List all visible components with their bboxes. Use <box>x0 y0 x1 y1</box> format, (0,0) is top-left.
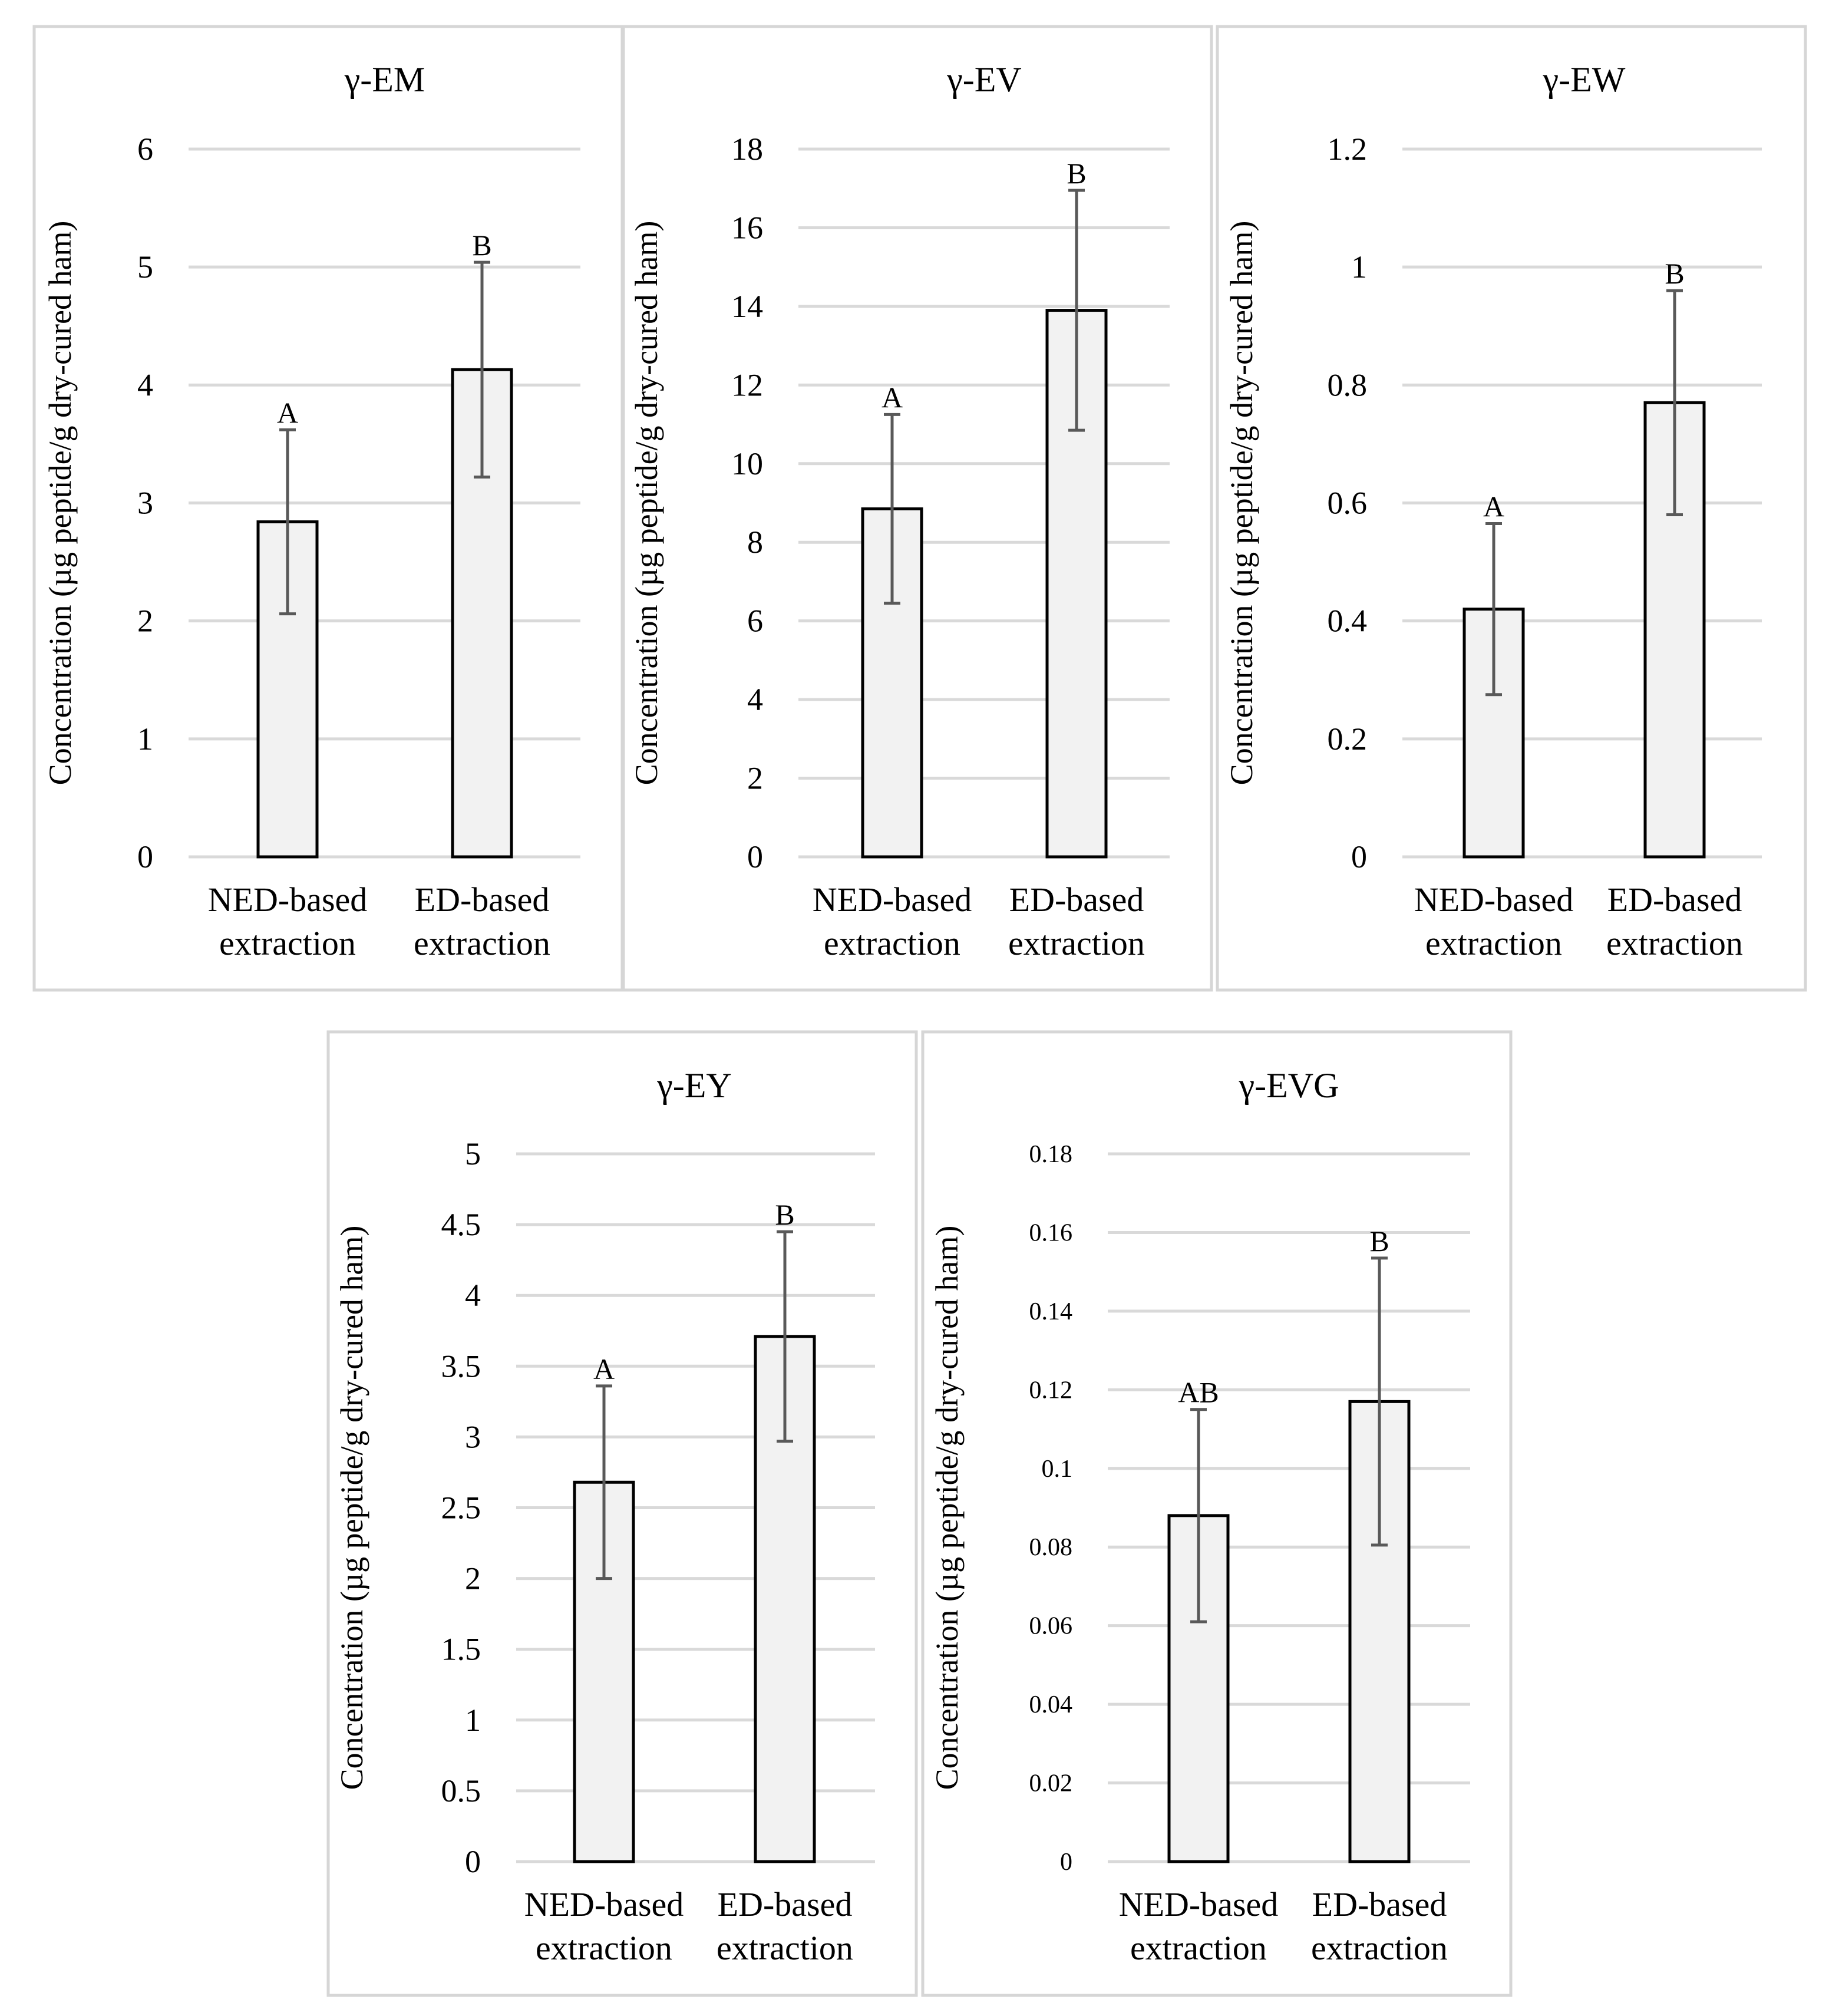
y-tick-label: 5 <box>465 1136 481 1172</box>
significance-letter: B <box>472 229 491 262</box>
y-tick-label: 1 <box>465 1702 481 1738</box>
chart-title: γ-EY <box>656 1066 731 1105</box>
significance-letter: B <box>775 1198 794 1231</box>
y-axis-label: Concentration (µg peptide/g dry-cured ha… <box>334 1226 369 1790</box>
chart-title: γ-EVG <box>1239 1066 1339 1105</box>
y-tick-label: 0.18 <box>1029 1141 1073 1168</box>
significance-letter: B <box>1369 1225 1389 1258</box>
y-tick-label: 16 <box>731 210 763 245</box>
significance-letter: B <box>1067 157 1086 190</box>
y-tick-label: 0.5 <box>441 1773 481 1809</box>
y-axis-label: Concentration (µg peptide/g dry-cured ha… <box>42 221 78 786</box>
chart-title: γ-EW <box>1543 60 1626 99</box>
y-tick-label: 4 <box>137 367 153 402</box>
y-tick-label: 2.5 <box>441 1490 481 1526</box>
significance-letter: A <box>277 396 298 429</box>
y-tick-label: 0.16 <box>1029 1219 1073 1246</box>
y-tick-label: 10 <box>731 446 763 481</box>
x-category-label: NED-based <box>1414 880 1574 919</box>
y-tick-label: 6 <box>137 131 153 167</box>
significance-letter: B <box>1665 257 1684 290</box>
significance-letter: A <box>882 381 903 414</box>
y-tick-label: 3 <box>137 486 153 521</box>
y-tick-label: 0.1 <box>1042 1456 1073 1483</box>
y-tick-label: 0.08 <box>1029 1534 1073 1561</box>
x-category-label: extraction <box>1425 924 1562 962</box>
y-tick-label: 1.2 <box>1328 131 1368 167</box>
y-tick-label: 0.14 <box>1029 1298 1073 1325</box>
y-tick-label: 1 <box>1351 249 1367 285</box>
y-tick-label: 18 <box>731 131 763 167</box>
significance-letter: AB <box>1178 1376 1219 1409</box>
y-tick-label: 8 <box>747 524 763 560</box>
y-tick-label: 12 <box>731 367 763 402</box>
y-tick-label: 4 <box>465 1278 481 1313</box>
panel-frame <box>32 25 624 992</box>
y-tick-label: 0.12 <box>1029 1377 1073 1404</box>
x-category-label: ED-based <box>1312 1885 1447 1923</box>
y-tick-label: 4.5 <box>441 1207 481 1242</box>
chart-title: γ-EM <box>344 60 425 99</box>
x-category-label: NED-based <box>1119 1885 1279 1923</box>
x-category-label: extraction <box>824 924 960 962</box>
y-tick-label: 0.2 <box>1328 721 1368 757</box>
y-tick-label: 14 <box>731 289 763 324</box>
y-tick-label: 3.5 <box>441 1348 481 1384</box>
y-tick-label: 0 <box>747 839 763 875</box>
y-axis-label: Concentration (µg peptide/g dry-cured ha… <box>929 1226 965 1790</box>
x-category-label: NED-based <box>524 1885 684 1923</box>
y-tick-label: 0.4 <box>1328 603 1368 639</box>
y-tick-label: 0 <box>465 1844 481 1879</box>
y-tick-label: 5 <box>137 249 153 285</box>
x-category-label: extraction <box>1311 1929 1448 1967</box>
x-category-label: extraction <box>1606 924 1743 962</box>
x-category-label: extraction <box>1130 1929 1267 1967</box>
bar-ed <box>1643 401 1706 859</box>
y-axis-label: Concentration (µg peptide/g dry-cured ha… <box>629 221 664 786</box>
y-tick-label: 0 <box>137 839 153 875</box>
chart-panel-2: γ-EV 0 2 4 6 8 10 12 14 16 18 Concentration (µg pep… <box>622 25 1213 992</box>
y-tick-label: 2 <box>747 761 763 796</box>
x-category-label: ED-based <box>415 880 550 919</box>
y-tick-label: 2 <box>465 1561 481 1596</box>
x-category-label: extraction <box>717 1929 853 1967</box>
x-category-label: ED-based <box>1009 880 1144 919</box>
x-category-label: extraction <box>414 924 550 962</box>
x-category-label: ED-based <box>718 1885 853 1923</box>
x-category-label: ED-based <box>1607 880 1742 919</box>
y-tick-label: 0.8 <box>1328 367 1368 402</box>
chart-panel-5: γ-EVG 0 0.02 0.04 0.06 0.08 0.1 0.12 0.14 0.16 0.1… <box>921 1030 1513 1997</box>
y-tick-label: 1 <box>137 721 153 757</box>
chart-panel-4: γ-EY 0 0.5 1 1.5 2 2.5 3 3.5 4 4.5 5 Concentration (… <box>326 1030 918 1997</box>
y-tick-label: 4 <box>747 682 763 717</box>
x-category-label: extraction <box>536 1929 672 1967</box>
y-tick-label: 0 <box>1351 839 1367 875</box>
y-tick-label: 0.6 <box>1328 486 1368 521</box>
chart-panel-1: γ-EM 0 1 2 3 4 5 6 Concentration (µg peptide/g d… <box>32 25 624 992</box>
y-tick-label: 3 <box>465 1419 481 1454</box>
x-category-label: extraction <box>1008 924 1145 962</box>
y-tick-label: 0.02 <box>1029 1770 1073 1797</box>
significance-letter: A <box>593 1352 615 1385</box>
x-category-label: extraction <box>219 924 356 962</box>
y-tick-label: 0.04 <box>1029 1691 1073 1718</box>
y-tick-label: 0.06 <box>1029 1613 1073 1640</box>
x-category-label: NED-based <box>208 880 368 919</box>
chart-panel-3: γ-EW 0 0.2 0.4 0.6 0.8 1 1.2 Concentration (µg p… <box>1216 25 1807 992</box>
y-axis-label: Concentration (µg peptide/g dry-cured ha… <box>1224 221 1259 786</box>
y-tick-label: 1.5 <box>441 1632 481 1667</box>
y-tick-label: 2 <box>137 603 153 639</box>
y-tick-label: 0 <box>1060 1849 1072 1876</box>
y-tick-label: 6 <box>747 603 763 639</box>
chart-title: γ-EV <box>946 60 1021 99</box>
x-category-label: NED-based <box>813 880 972 919</box>
significance-letter: A <box>1483 490 1504 523</box>
